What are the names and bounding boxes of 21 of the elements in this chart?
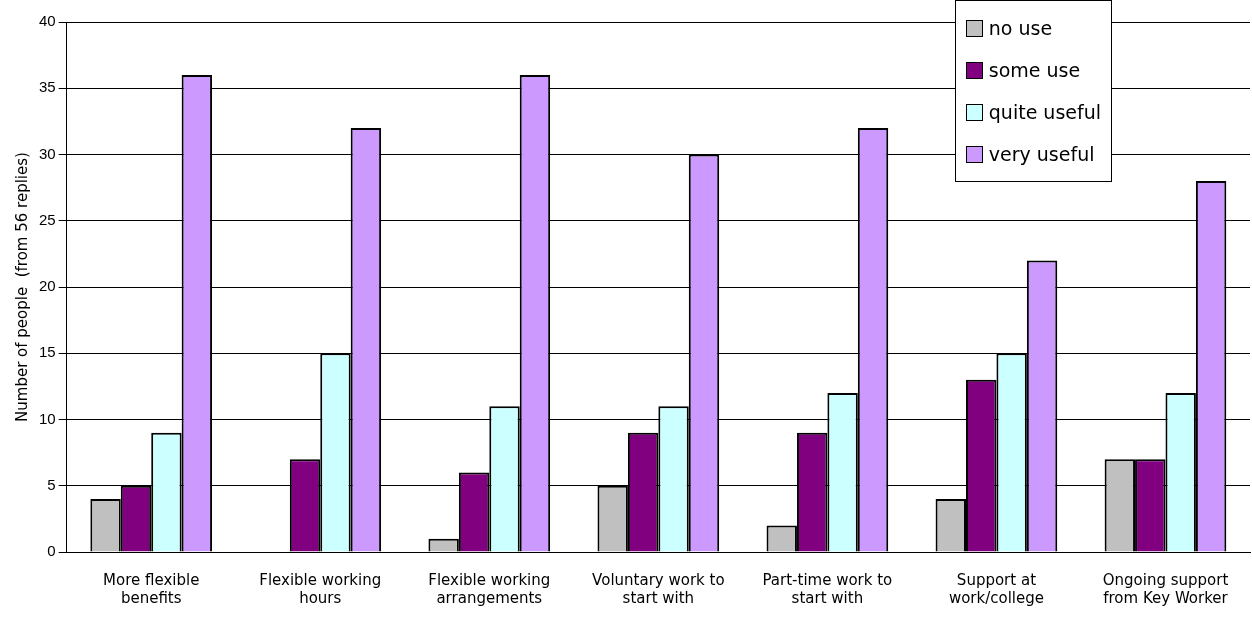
legend-label: no use: [987, 16, 1054, 41]
y-tick-label: 15: [39, 343, 56, 361]
x-tick-label: Flexible working arrangements: [428, 570, 551, 607]
y-tick-label: 20: [39, 277, 56, 295]
y-tick-label: 35: [39, 78, 56, 96]
y-tick-label: 40: [39, 12, 56, 30]
x-tick-label: Part-time work to start with: [762, 570, 893, 607]
y-tick-label: 0: [47, 542, 56, 560]
legend-label: very useful: [987, 142, 1096, 167]
y-tick-label: 25: [39, 210, 56, 228]
x-tick-label: Ongoing support from Key Worker: [1102, 570, 1229, 607]
x-tick-label: More flexible benefits: [103, 570, 200, 607]
x-tick-label: Flexible working hours: [259, 570, 382, 607]
legend-label: some use: [987, 58, 1082, 83]
y-tick-label: 5: [47, 475, 56, 493]
y-axis-title: Number of people (from 56 replies): [12, 152, 31, 422]
legend-label: quite useful: [987, 100, 1101, 125]
x-tick-label: Voluntary work to start with: [592, 570, 725, 607]
x-tick-label: Support at work/college: [948, 570, 1044, 607]
y-tick-label: 10: [39, 409, 56, 427]
y-tick-label: 30: [39, 144, 56, 162]
